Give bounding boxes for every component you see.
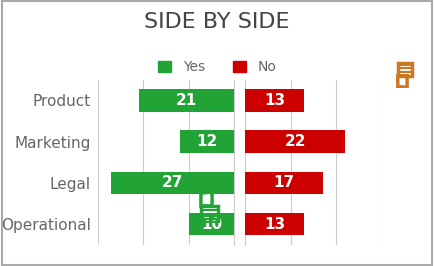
Text: 22: 22 [285, 134, 306, 149]
Bar [139, 89, 234, 112]
Bar [245, 213, 304, 235]
Bar [111, 172, 234, 194]
Bar [189, 213, 234, 235]
Text: 21: 21 [176, 93, 197, 108]
Text: 10: 10 [201, 217, 222, 232]
Bar [245, 172, 322, 194]
Bar [245, 130, 345, 153]
Text: 17: 17 [273, 175, 295, 190]
Text: SIDE BY SIDE: SIDE BY SIDE [144, 12, 290, 32]
Legend: Yes, No: Yes, No [152, 55, 282, 80]
Bar [245, 89, 304, 112]
Bar [180, 130, 234, 153]
Text: 12: 12 [197, 134, 217, 149]
Text: 13: 13 [264, 217, 286, 232]
Text: 13: 13 [264, 93, 286, 108]
Text: 27: 27 [162, 175, 184, 190]
